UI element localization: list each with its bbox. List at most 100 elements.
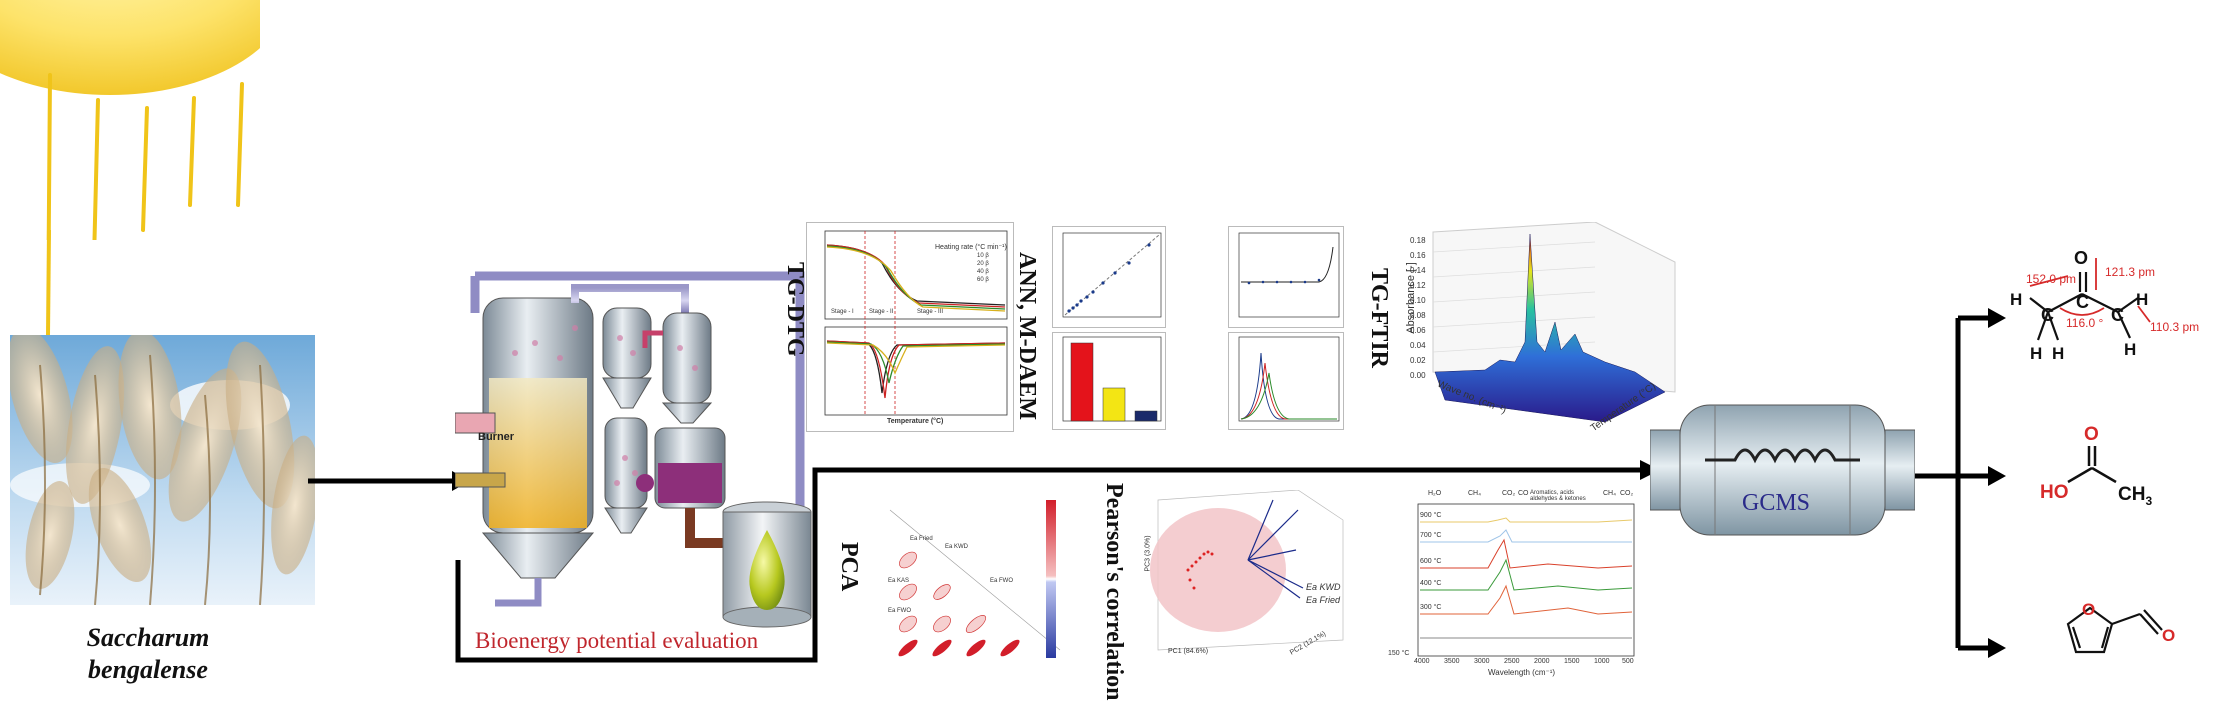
ftir-xlabel: Wavelength (cm⁻¹) [1488,668,1556,677]
pearson-vector-1: Ea KWD [1306,582,1341,592]
ftir-xtick-5: 2000 [1534,658,1550,665]
ftir3d-tick-8: 0.02 [1410,356,1426,365]
ftir-xtick-3: 3000 [1474,658,1490,665]
ftir-header-4: CO [1518,490,1529,497]
burner-label: Burner [478,431,515,443]
method-label-pca: PCA [836,542,862,592]
pca-label-4: Ea KAS [888,578,910,584]
ftir3d-tick-7: 0.04 [1410,341,1426,350]
ftir-xtick-1: 4000 [1414,658,1430,665]
ftir-stacked-spectra: H₂O CH₄ CO₂ CO Aromatics, acids aldehyde… [1388,490,1638,680]
tg-legend-1: 10 β [977,253,989,259]
tg-stage-3: Stage - III [917,309,944,315]
species-line1: Saccharum [86,623,210,652]
ftir-xtick-2: 3500 [1444,658,1460,665]
ftir-temp-3: 600 °C [1420,558,1442,565]
sun-ray-lower [46,230,51,336]
ftir3d-tick-6: 0.06 [1410,326,1426,335]
conversion-chart [1228,226,1344,328]
ftir-header-1: H₂O [1428,490,1442,497]
furfural-aldehyde-o: O [2162,626,2176,645]
acetic-ch: CH [2118,484,2146,505]
bond-label-1: 152.0 pm [2026,272,2077,286]
tg-xlabel: Temperature (°C) [887,418,944,425]
ftir3d-tick-4: 0.10 [1410,296,1426,305]
ftir-temp-6: 150 °C [1388,650,1410,657]
pca-colorbar [1046,500,1056,658]
ann-bar-chart [1052,332,1166,430]
ftir-3d-svg [1432,221,1676,423]
acetone-c2: C [2041,305,2054,325]
pyrolysis-reactor-diagram [455,271,805,607]
pearson-3d-biplot: Ea KWD Ea Fried PC3 (3.0%) PC1 (84.6%) P… [1144,489,1348,662]
pearson-xlabel: PC1 (84.6%) [1168,648,1209,655]
ftir-xtick-7: 1000 [1594,658,1610,665]
acetic-ch3: CH3 [2118,484,2152,508]
tg-dtg-chart: Heating rate (°C min⁻¹) 10 β 20 β 40 β 6… [806,222,1014,432]
process-caption: Bioenergy potential evaluation [475,628,759,653]
pca-label-3: Ea FWO [990,578,1014,584]
pearson-vector-2: Ea Fried [1306,595,1341,605]
pca-label-2: Ea KWD [945,544,969,550]
ftir-header-2: CH₄ [1468,490,1481,497]
method-label-pearson: Pearson's correlation [1101,483,1127,701]
pca-matrix-svg [889,509,1061,657]
bond-label-4: 110.3 pm [2150,320,2200,334]
ftir-temp-2: 700 °C [1420,532,1442,539]
acetone-c3: C [2111,305,2124,325]
ftir-xtick-6: 1500 [1564,658,1580,665]
bond-label-3: 116.0 ° [2066,316,2104,330]
acetone-h4: H [2136,290,2149,309]
ftir-temp-4: 400 °C [1420,580,1442,587]
tg-legend-4: 60 β [977,277,989,283]
ftir3d-tick-2: 0.14 [1410,266,1426,275]
ftir3d-tick-5: 0.08 [1410,311,1426,320]
pca-label-5: Ea FWO [888,608,912,614]
ftir-header-5: Aromatics, acids aldehydes & ketones [1530,490,1586,502]
ann-bar-svg [1062,336,1162,422]
acetone-h2: H [2030,344,2043,363]
ftir3d-tick-1: 0.16 [1410,251,1426,260]
ftir-header-3: CO₂ [1502,490,1516,497]
saccharum-photo [10,335,315,605]
distribution-svg [1238,336,1340,422]
acetone-h3: H [2052,344,2065,363]
method-label-tg-ftir: TG-FTIR [1366,268,1392,369]
distribution-chart [1228,332,1344,430]
tg-stage-2: Stage - II [869,309,894,315]
acetone-o: O [2074,248,2089,268]
ftir-temp-5: 300 °C [1420,604,1442,611]
acetic-sub3: 3 [2145,493,2153,508]
ftir3d-ylabel: Absorbance [-] [1404,262,1417,334]
ftir-xtick-8: 500 [1622,658,1634,665]
tg-legend-3: 40 β [977,269,989,275]
reactor-bracket-line [455,467,1640,663]
ftir3d-tick-3: 0.12 [1410,281,1426,290]
ftir-stacked-svg [1417,503,1635,657]
ftir-temp-1: 900 °C [1420,512,1442,519]
acetone-structure [2029,258,2151,341]
ann-scatter-svg [1062,232,1162,318]
tg-stage-1: Stage - I [831,309,854,315]
acetic-ho: HO [2040,482,2069,503]
pearson-ylabel: PC3 (3.0%) [1144,535,1152,572]
furfural-structure [2066,606,2163,654]
ftir-xtick-4: 2500 [1504,658,1520,665]
species-name: Saccharum bengalense [28,622,268,686]
acetic-acid-structure [2067,446,2117,484]
method-label-ann: ANN, M-DAEM [1014,252,1040,420]
ann-scatter-chart [1052,226,1166,328]
arrowhead-top [1988,308,2006,328]
conversion-svg [1238,232,1340,318]
bond-label-2: 121.3 pm [2105,265,2156,279]
method-label-tg-dtg: TG-DTG [782,262,808,357]
acetone-c1: C [2076,292,2089,312]
ftir3d-tick-0: 0.18 [1410,236,1426,245]
tg-legend-2: 20 β [977,261,989,267]
furfural-ring-o: O [2082,600,2096,619]
pca-correlation-matrix: Ea Fried Ea KWD Ea FWO Ea KAS Ea FWO [880,500,1080,660]
tg-legend-title: Heating rate (°C min⁻¹) [935,244,1007,251]
pca-label-1: Ea Fried [910,536,933,542]
ftir-header-6: CH₄ [1603,490,1616,497]
sun-illustration [0,0,260,240]
